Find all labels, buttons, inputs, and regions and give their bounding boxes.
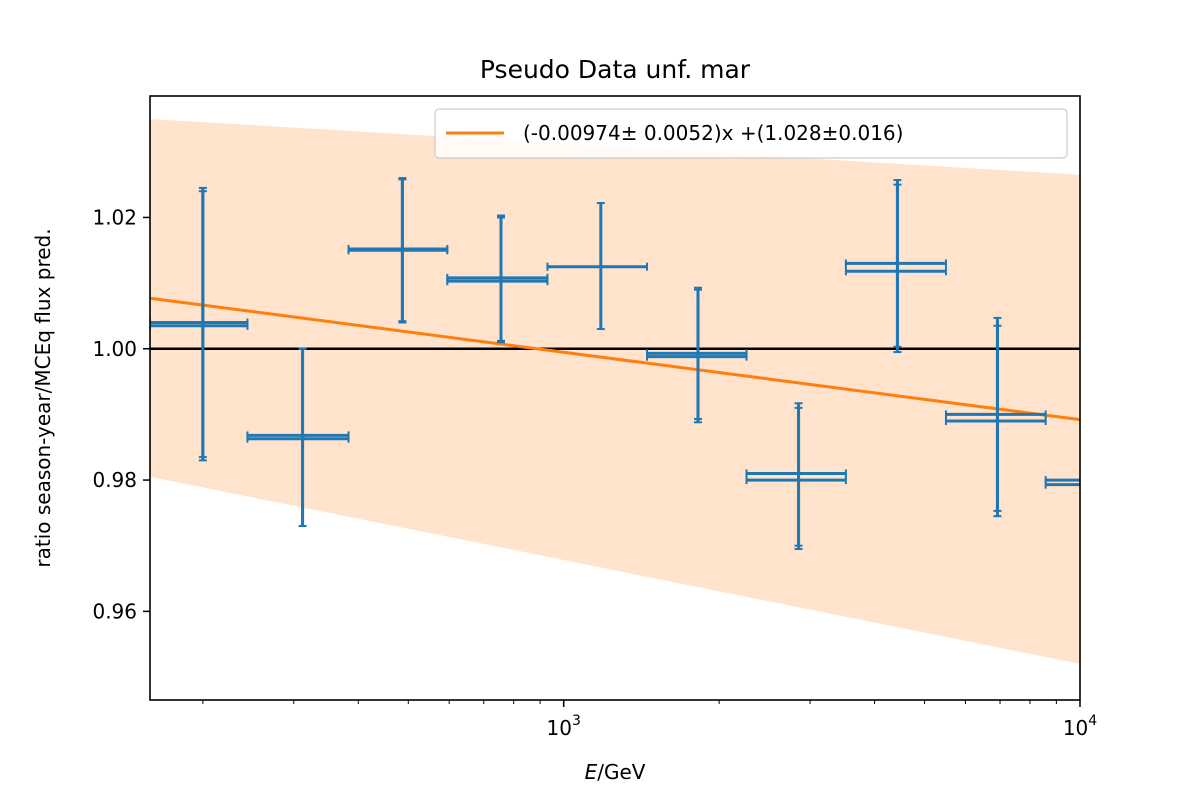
x-tick-label: 104: [1063, 713, 1097, 740]
y-tick-label: 0.96: [92, 599, 137, 623]
data-point: [745, 402, 847, 547]
x-axis: 103 104: [202, 700, 1097, 740]
data-point: [546, 202, 649, 331]
data-point: [944, 316, 1047, 512]
fit-confidence-band: [150, 118, 1080, 664]
chart-title: Pseudo Data unf. mar: [480, 55, 751, 84]
data-points: [150, 177, 1080, 550]
axes-frame: [149, 95, 1081, 701]
legend-fit-label: (-0.00974± 0.0052)x +(1.028±0.016): [523, 121, 903, 145]
y-tick-label: 1.00: [92, 337, 137, 361]
data-point: [347, 178, 449, 323]
fit-line: [150, 296, 1080, 422]
legend: (-0.00974± 0.0052)x +(1.028±0.016): [434, 108, 1068, 159]
y-axis-label: ratio season-year/MCEq flux pred.: [31, 228, 55, 567]
data-point: [150, 190, 249, 459]
x-axis-label-unit: /GeV: [597, 760, 646, 784]
data-point: [1044, 476, 1080, 485]
plot-area: [150, 118, 1080, 664]
data-point: [646, 286, 748, 421]
y-axis: 0.96 0.98 1.00 1.02: [92, 205, 150, 623]
x-tick-label: 103: [547, 713, 581, 740]
x-axis-label: E/GeV: [585, 760, 646, 784]
data-point: [446, 216, 549, 342]
legend-box: [434, 108, 1068, 159]
y-tick-label: 1.02: [92, 205, 137, 229]
x-axis-label-symbol: E: [585, 760, 598, 784]
data-point: [246, 347, 350, 528]
data-point: [844, 179, 947, 348]
y-tick-label: 0.98: [92, 468, 137, 492]
